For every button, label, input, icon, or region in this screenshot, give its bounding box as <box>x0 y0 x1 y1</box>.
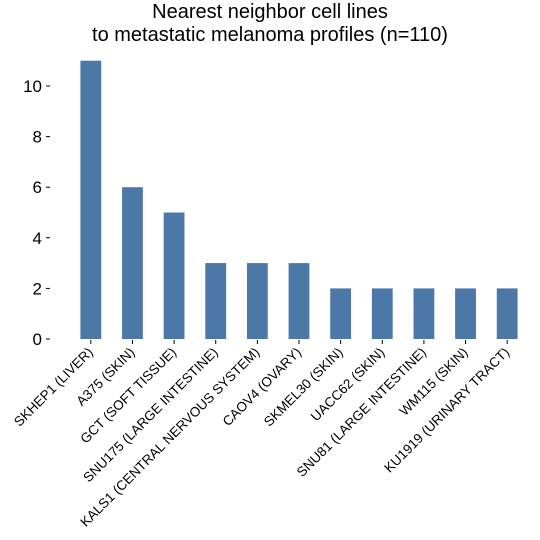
y-tick-label: 4 <box>33 229 42 248</box>
y-axis: 0 2 4 6 8 10 <box>23 77 50 349</box>
chart-title: Nearest neighbor cell lines to metastati… <box>0 0 540 47</box>
x-tick-label: UACC62 (SKIN) <box>308 345 388 425</box>
x-tick-label: CAOV4 (OVARY) <box>220 345 305 430</box>
y-tick-label: 0 <box>33 330 42 349</box>
bar <box>122 187 143 339</box>
bar <box>413 288 435 339</box>
x-axis: SKHEP1 (LIVER)A375 (SKIN)GCT (SOFT TISSU… <box>11 340 512 530</box>
bars <box>80 60 518 339</box>
bar <box>371 288 393 339</box>
bar <box>205 263 227 339</box>
y-tick-label: 10 <box>23 77 42 96</box>
bar <box>246 263 268 339</box>
y-tick-label: 2 <box>33 279 42 298</box>
bar <box>163 212 185 339</box>
bar <box>288 263 310 339</box>
y-tick-label: 6 <box>33 178 42 197</box>
chart-title-line-1: Nearest neighbor cell lines <box>152 1 388 23</box>
chart-title-line-2: to metastatic melanoma profiles (n=110) <box>92 24 448 46</box>
y-tick-label: 8 <box>33 128 42 147</box>
bar <box>330 288 352 339</box>
bar <box>455 288 476 339</box>
bar <box>80 60 102 339</box>
bar <box>496 288 518 339</box>
